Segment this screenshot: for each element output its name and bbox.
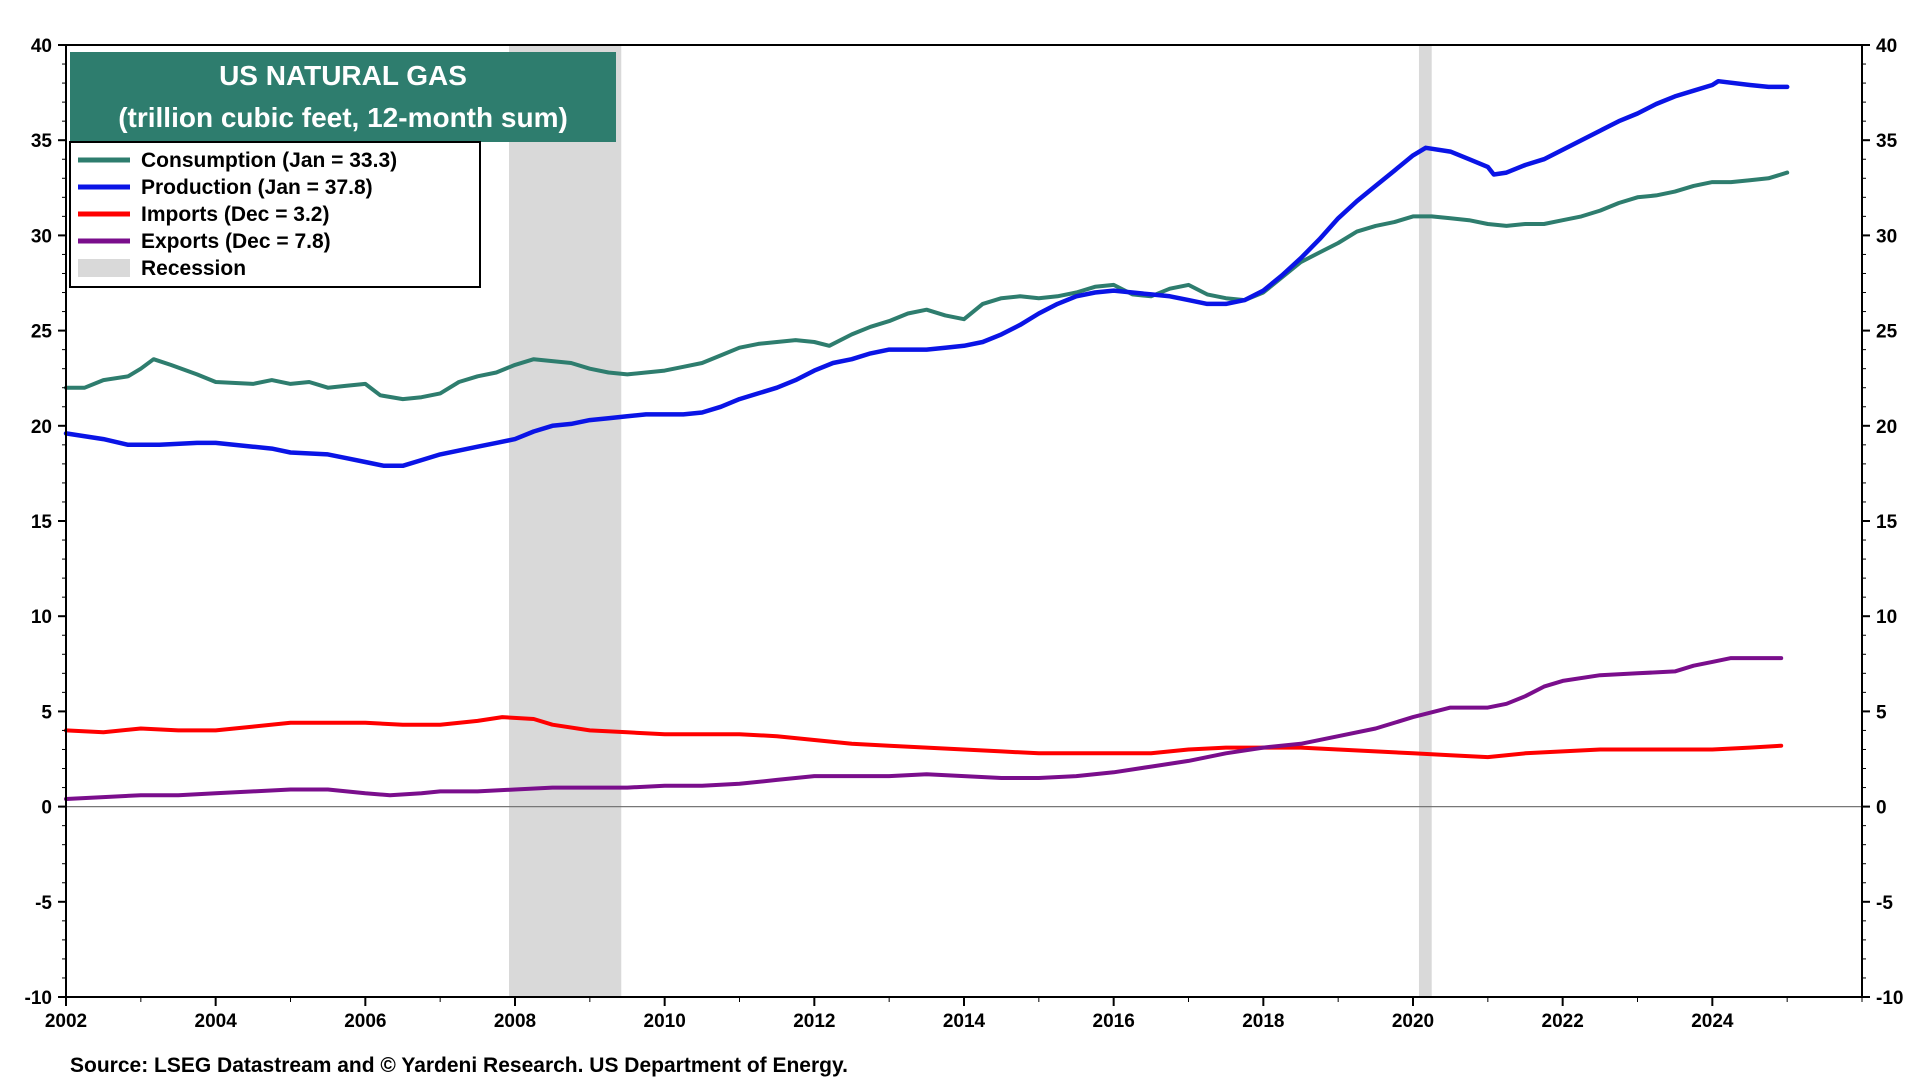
left-y-tick-label: -10	[25, 988, 52, 1009]
series-line-2	[63, 78, 1790, 469]
legend-label-3: Imports (Dec = 3.2)	[141, 203, 329, 226]
left-y-tick-label: 15	[31, 512, 53, 533]
legend-label-4: Exports (Dec = 7.8)	[141, 230, 331, 253]
legend-label-2: Production (Jan = 37.8)	[141, 176, 373, 199]
legend-swatch-recession	[78, 259, 130, 277]
x-tick-label: 2006	[344, 1011, 386, 1032]
right-y-tick-label: 10	[1876, 607, 1897, 628]
left-y-tick-label: 0	[41, 798, 52, 819]
right-y-tick-label: 25	[1876, 322, 1898, 343]
x-tick-label: 2018	[1242, 1011, 1284, 1032]
right-y-axis: -10 -5 0 5 10 15 20 25 30 35 40	[1862, 36, 1903, 1009]
left-y-tick-label: 5	[41, 702, 52, 723]
series-line-3	[64, 715, 1784, 760]
x-tick-label: 2008	[494, 1011, 536, 1032]
right-y-tick-label: 20	[1876, 417, 1897, 438]
right-y-tick-label: 40	[1876, 36, 1897, 57]
left-y-tick-label: 25	[31, 322, 53, 343]
recession-shading	[509, 45, 1432, 997]
right-y-tick-label: 30	[1876, 226, 1897, 247]
x-tick-label: 2004	[195, 1011, 238, 1032]
right-y-tick-label: -10	[1876, 988, 1903, 1009]
right-y-tick-label: 35	[1876, 131, 1898, 152]
x-tick-label: 2014	[943, 1011, 986, 1032]
right-y-tick-label: -5	[1876, 893, 1893, 914]
x-tick-label: 2012	[793, 1011, 835, 1032]
title-box: US NATURAL GAS (trillion cubic feet, 12-…	[70, 52, 616, 142]
x-tick-label: 2002	[45, 1011, 87, 1032]
right-y-tick-label: 5	[1876, 702, 1887, 723]
x-tick-label: 2024	[1691, 1011, 1734, 1032]
left-y-tick-label: 30	[31, 226, 52, 247]
series-line-4	[64, 656, 1784, 801]
left-y-tick-label: 20	[31, 417, 52, 438]
chart-subtitle: (trillion cubic feet, 12-month sum)	[118, 102, 568, 133]
recession-band-2	[1418, 45, 1432, 997]
x-tick-label: 2022	[1542, 1011, 1584, 1032]
source-note: Source: LSEG Datastream and © Yardeni Re…	[70, 1054, 848, 1077]
x-axis: 2002 2004 2006 2008 2010 2012 2014 2016 2018 2020…	[45, 997, 1863, 1032]
left-y-tick-label: 10	[31, 607, 52, 628]
left-y-tick-label: 35	[31, 131, 53, 152]
x-tick-label: 2010	[644, 1011, 686, 1032]
right-y-tick-label: 15	[1876, 512, 1898, 533]
chart-title: US NATURAL GAS	[219, 60, 467, 91]
series-lines	[63, 78, 1790, 801]
legend: Consumption (Jan = 33.3) Production (Jan …	[69, 141, 481, 288]
left-y-axis: -10 -5 0 5 10 15 20 25 30 35 40	[25, 36, 66, 1009]
legend-label-5: Recession	[141, 257, 246, 280]
x-tick-label: 2020	[1392, 1011, 1434, 1032]
left-y-tick-label: -5	[35, 893, 52, 914]
x-tick-label: 2016	[1093, 1011, 1135, 1032]
series-line-1	[64, 170, 1790, 402]
legend-label-1: Consumption (Jan = 33.3)	[141, 149, 397, 172]
recession-band-1	[509, 45, 622, 997]
right-y-tick-label: 0	[1876, 798, 1887, 819]
left-y-tick-label: 40	[31, 36, 52, 57]
